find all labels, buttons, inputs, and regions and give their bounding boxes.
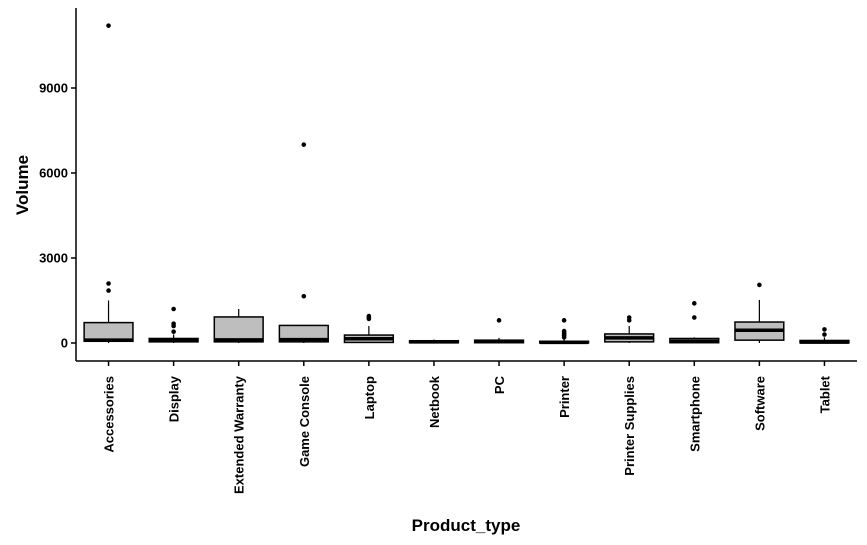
x-tick-label: Extended Warranty bbox=[232, 375, 247, 494]
box-smartphone bbox=[669, 301, 720, 344]
outlier-point bbox=[822, 332, 827, 337]
box-printer-supplies bbox=[604, 315, 655, 343]
box-body bbox=[278, 324, 329, 343]
outlier-point bbox=[106, 281, 111, 286]
outlier-point bbox=[496, 318, 502, 323]
outlier-point bbox=[561, 328, 567, 334]
box-software bbox=[734, 282, 785, 343]
x-tick-label: Printer Supplies bbox=[622, 376, 637, 476]
y-tick-label: 0 bbox=[61, 336, 68, 351]
outlier-point bbox=[561, 318, 567, 323]
outlier-point bbox=[822, 327, 827, 332]
x-tick-label: Printer bbox=[557, 376, 572, 418]
outlier-point bbox=[757, 282, 762, 288]
x-axis-title: Product_type bbox=[412, 516, 521, 535]
box-game-console bbox=[278, 142, 329, 343]
box-accessories bbox=[83, 23, 134, 343]
outlier-point bbox=[691, 301, 697, 306]
y-tick-label: 6000 bbox=[39, 166, 68, 181]
axes bbox=[75, 8, 857, 362]
y-axis-title: Volume bbox=[13, 155, 32, 215]
x-tick-label: PC bbox=[492, 375, 507, 394]
x-tick-label: Accessories bbox=[102, 376, 117, 453]
outlier-point bbox=[171, 329, 176, 334]
box-printer bbox=[538, 318, 590, 345]
outlier-point bbox=[691, 315, 697, 320]
x-tick-label: Display bbox=[167, 375, 182, 422]
outlier-point bbox=[106, 288, 111, 293]
x-tick-label: Smartphone bbox=[687, 376, 702, 452]
box-tablet bbox=[799, 327, 850, 344]
box-body bbox=[213, 316, 264, 343]
outlier-point bbox=[626, 315, 632, 320]
boxes bbox=[83, 23, 850, 345]
x-tick-label: Netbook bbox=[427, 375, 442, 428]
box-laptop bbox=[343, 313, 395, 344]
y-tick-label: 3000 bbox=[39, 251, 68, 266]
box-extended-warranty bbox=[213, 309, 264, 343]
outlier-point bbox=[301, 142, 307, 147]
outlier-point bbox=[171, 306, 176, 312]
x-tick-label: Laptop bbox=[362, 376, 377, 419]
x-tick-label: Tablet bbox=[817, 375, 832, 413]
outlier-point bbox=[171, 321, 176, 327]
outlier-point bbox=[366, 313, 372, 319]
y-ticks: 0 3000 6000 9000 bbox=[39, 81, 76, 351]
x-ticks: Accessories Display Extended Warranty Game … bbox=[102, 361, 832, 494]
outlier-point bbox=[106, 23, 111, 28]
box-netbook bbox=[408, 339, 460, 344]
box-display bbox=[148, 306, 199, 343]
x-tick-label: Game Console bbox=[297, 376, 312, 467]
box-pc bbox=[473, 318, 525, 344]
y-tick-label: 9000 bbox=[39, 81, 68, 96]
x-tick-label: Software bbox=[752, 376, 767, 431]
outlier-point bbox=[301, 293, 307, 299]
